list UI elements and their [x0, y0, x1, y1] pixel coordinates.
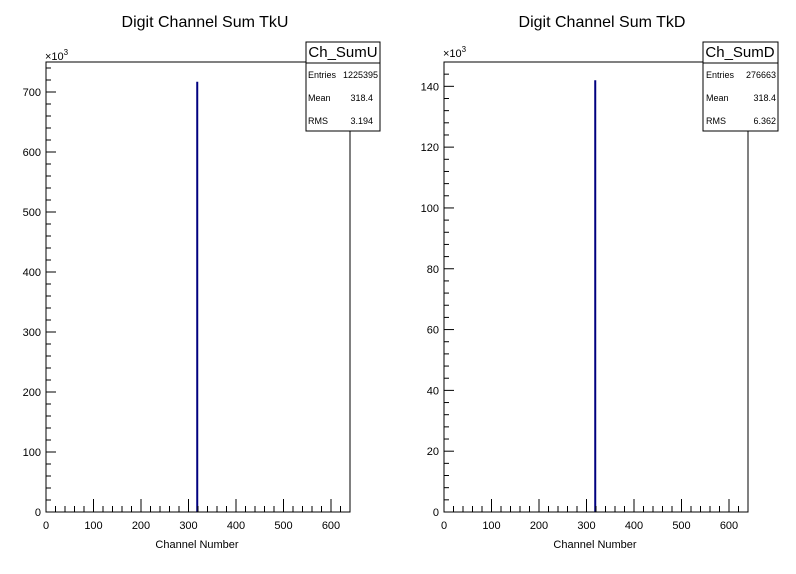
y-tick-label: 0: [433, 507, 439, 519]
chart-title: Digit Channel Sum TkD: [519, 14, 686, 31]
stats-key-rms: RMS: [308, 116, 328, 126]
stats-key-entries: Entries: [706, 70, 735, 80]
stats-key-entries: Entries: [308, 70, 337, 80]
y-tick-label: 80: [427, 264, 439, 276]
x-tick-label: 200: [132, 520, 150, 532]
stats-value-rms: 6.362: [753, 116, 776, 126]
chart-panel-tku: Digit Channel Sum TkU Channel Number ×10…: [23, 14, 381, 551]
x-tick-label: 300: [577, 520, 595, 532]
stats-key-mean: Mean: [308, 93, 331, 103]
y-multiplier-exponent: 3: [462, 45, 467, 54]
y-tick-label: 20: [427, 446, 439, 458]
stats-value-mean: 318.4: [753, 93, 776, 103]
x-axis-label: Channel Number: [155, 539, 238, 551]
stats-value-entries: 1225395: [343, 70, 378, 80]
stats-box-name: Ch_SumU: [308, 44, 377, 61]
y-multiplier-exponent: 3: [64, 48, 69, 57]
y-multiplier-label: ×103: [443, 45, 467, 60]
x-tick-label: 100: [84, 520, 102, 532]
stats-key-rms: RMS: [706, 116, 726, 126]
y-multiplier-label: ×103: [45, 48, 69, 63]
x-tick-label: 500: [274, 520, 292, 532]
y-multiplier-base: ×10: [443, 48, 462, 60]
stats-value-mean: 318.4: [350, 93, 373, 103]
x-tick-label: 200: [530, 520, 548, 532]
x-tick-label: 600: [720, 520, 738, 532]
y-tick-label: 60: [427, 325, 439, 337]
chart-panel-tkd: Digit Channel Sum TkD Channel Number ×10…: [421, 14, 779, 551]
x-tick-label: 0: [43, 520, 49, 532]
y-tick-label: 300: [23, 327, 41, 339]
chart-title: Digit Channel Sum TkU: [122, 14, 289, 31]
plot-area: 0 100 200 300 400 500 600 0 100 200 300 400 500 600 70…: [23, 61, 351, 532]
stats-box: Ch_SumD Entries 276663 Mean 318.4 RMS 6.…: [702, 41, 779, 132]
y-tick-label: 0: [35, 507, 41, 519]
stats-key-mean: Mean: [706, 93, 729, 103]
x-tick-label: 400: [625, 520, 643, 532]
y-tick-label: 200: [23, 387, 41, 399]
y-multiplier-base: ×10: [45, 51, 64, 63]
x-tick-label: 600: [322, 520, 340, 532]
y-tick-label: 100: [23, 447, 41, 459]
y-tick-label: 140: [421, 81, 439, 93]
stats-value-rms: 3.194: [350, 116, 373, 126]
plot-area: 0 100 200 300 400 500 600 0 20 40 60 80 100 120 140: [421, 61, 749, 532]
x-tick-label: 500: [672, 520, 690, 532]
x-tick-label: 100: [482, 520, 500, 532]
x-tick-label: 400: [227, 520, 245, 532]
y-tick-label: 700: [23, 87, 41, 99]
stats-box-frame: [702, 41, 779, 132]
x-axis-label: Channel Number: [553, 539, 636, 551]
y-tick-label: 500: [23, 207, 41, 219]
y-tick-label: 120: [421, 142, 439, 154]
y-tick-label: 400: [23, 267, 41, 279]
stats-box-name: Ch_SumD: [705, 44, 774, 61]
y-tick-label: 40: [427, 385, 439, 397]
stats-value-entries: 276663: [746, 70, 776, 80]
stats-box: Ch_SumU Entries 1225395 Mean 318.4 RMS 3…: [305, 41, 381, 132]
stats-box-frame: [305, 41, 381, 132]
y-tick-label: 100: [421, 203, 439, 215]
y-tick-label: 600: [23, 147, 41, 159]
x-tick-label: 0: [441, 520, 447, 532]
x-tick-label: 300: [179, 520, 197, 532]
